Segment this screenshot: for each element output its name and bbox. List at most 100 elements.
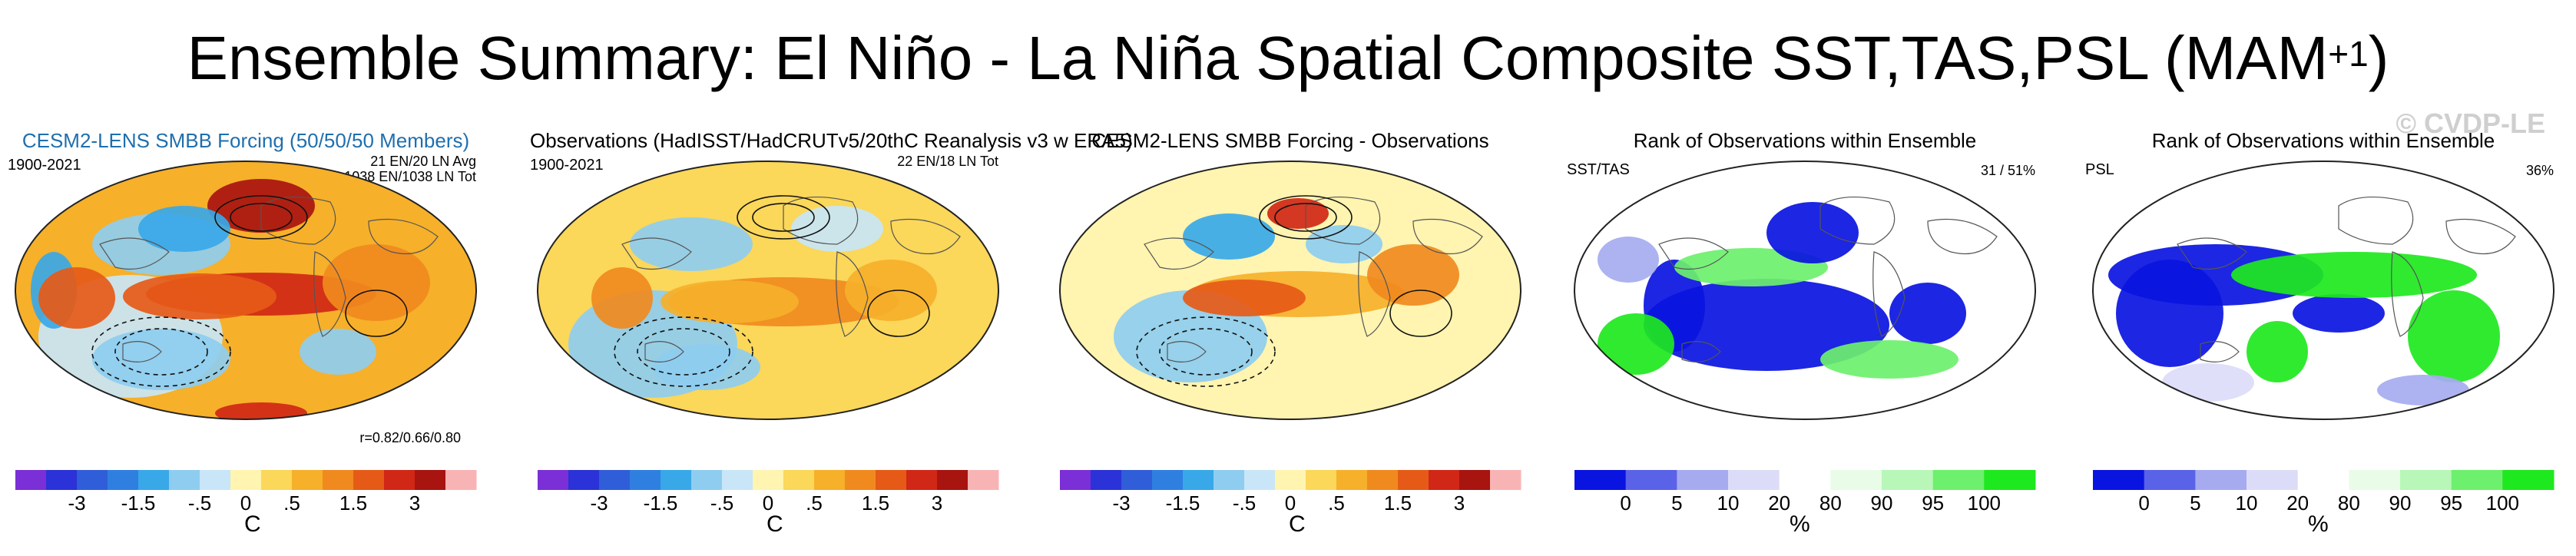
map-region [1183, 213, 1275, 260]
map-region [138, 206, 230, 252]
map-region [323, 244, 430, 321]
watermark: © CVDP-LE [2396, 108, 2545, 139]
map-region [845, 260, 937, 321]
panel-rank-psl: Rank of Observations within Ensemble PSL… [2085, 129, 2561, 544]
psl-contour [752, 203, 815, 232]
map-region [2377, 375, 2469, 405]
coastline [1681, 341, 1721, 362]
composite-map [1059, 161, 1521, 420]
colorbar-unit: C [1289, 511, 1306, 537]
map-region [2116, 260, 2223, 367]
panel-model: CESM2-LENS SMBB Forcing (50/50/50 Member… [8, 129, 484, 544]
map-region [2408, 290, 2500, 382]
rank-map [1574, 161, 2036, 420]
colorbar-segment [691, 470, 723, 490]
colorbar-tick-label: -1.5 [644, 491, 678, 513]
coastline [1144, 237, 1214, 270]
colorbar-segment [1183, 470, 1214, 490]
colorbar-tick-label: -.5 [710, 491, 733, 513]
colorbar-tick-label: -3 [68, 491, 85, 513]
colorbar-segment [2349, 470, 2401, 490]
colorbar-segment [77, 470, 108, 490]
colorbar-segment [568, 470, 600, 490]
colorbar: -3 -1.5 -.5 0 .5 1.5 3 [15, 470, 477, 513]
map-region [2231, 252, 2477, 298]
colorbar-segment [783, 470, 815, 490]
colorbar-tick-label: 80 [2338, 491, 2360, 513]
psl-contour [214, 195, 308, 240]
colorbar-segment [1060, 470, 1091, 490]
colorbar-segment [353, 470, 385, 490]
colorbar-segment [138, 470, 170, 490]
coastline [890, 219, 961, 255]
colorbar-tick-label: 0 [240, 491, 251, 513]
colorbar-segment [2247, 470, 2299, 490]
panel-title: Observations (HadISST/HadCRUTv5/20thC Re… [530, 129, 1133, 152]
map-region [1367, 244, 1459, 306]
colorbar-segment [661, 470, 692, 490]
coastline [1658, 237, 1729, 270]
colorbar-segment [722, 470, 753, 490]
psl-contour [345, 290, 408, 337]
variable-label: SST/TAS [1567, 161, 1630, 178]
colorbar-segment [1429, 470, 1460, 490]
colorbar-segment [630, 470, 661, 490]
coastline [1358, 251, 1391, 337]
colorbar-segment [323, 470, 354, 490]
map-border [537, 161, 999, 420]
psl-contour [1274, 203, 1337, 232]
colorbar-segment [1367, 470, 1399, 490]
map-region [2247, 321, 2308, 382]
colorbar-segment [753, 470, 784, 490]
colorbar-unit: % [1790, 511, 1810, 537]
colorbar-tick-label: 20 [1768, 491, 1790, 513]
colorbar-tick-label: 90 [1871, 491, 1893, 513]
colorbar-segment [1779, 470, 1831, 490]
colorbar-segment [445, 470, 477, 490]
colorbar-segment [2195, 470, 2247, 490]
coastline [1305, 197, 1381, 245]
colorbar-tick-label: 100 [2486, 491, 2519, 513]
coastline [2200, 341, 2240, 362]
panel-title: CESM2-LENS SMBB Forcing - Observations [1091, 129, 1489, 152]
colorbar-segment [1882, 470, 1934, 490]
period-label: 1900-2021 [530, 157, 604, 174]
colorbar-segment [292, 470, 323, 490]
map-region [123, 273, 276, 319]
colorbar-segment [845, 470, 876, 490]
colorbar-segment [384, 470, 416, 490]
colorbar-segment [876, 470, 907, 490]
psl-contour [1136, 316, 1276, 387]
colorbar-segment [1459, 470, 1491, 490]
colorbar-segment [200, 470, 231, 490]
colorbar-segment [1984, 470, 2036, 490]
colorbar-segment [2400, 470, 2452, 490]
map-region [1598, 313, 1674, 375]
colorbar-tick-label: 10 [1717, 491, 1740, 513]
colorbar-segment [1830, 470, 1882, 490]
colorbar-segment [2451, 470, 2503, 490]
figure-title: Ensemble Summary: El Niño - La Niña Spat… [187, 24, 2389, 92]
colorbar-unit: % [2308, 511, 2329, 537]
map-region [215, 402, 307, 419]
coastline [122, 341, 162, 362]
colorbar: -3 -1.5 -.5 0 .5 1.5 3 [1060, 470, 1521, 513]
colorbar-tick-label: -.5 [1233, 491, 1256, 513]
colorbar-tick-label: 0 [1620, 491, 1631, 513]
colorbar-tick-label: .5 [1328, 491, 1345, 513]
percent-label: 31 / 51% [1980, 163, 2035, 178]
psl-contour [614, 316, 753, 387]
colorbar-tick-label: 3 [409, 491, 420, 513]
colorbar-segment [2144, 470, 2196, 490]
colorbar-tick-label: 80 [1819, 491, 1842, 513]
colorbar-segment [169, 470, 200, 490]
colorbar-unit: C [767, 511, 783, 537]
map-region [300, 329, 376, 375]
colorbar-segment [1121, 470, 1153, 490]
map-region [1644, 279, 1889, 371]
map-region [653, 344, 760, 390]
colorbar-tick-label: 3 [932, 491, 942, 513]
map-region [1267, 198, 1329, 229]
colorbar-segment [1214, 470, 1245, 490]
colorbar-segment [230, 470, 262, 490]
